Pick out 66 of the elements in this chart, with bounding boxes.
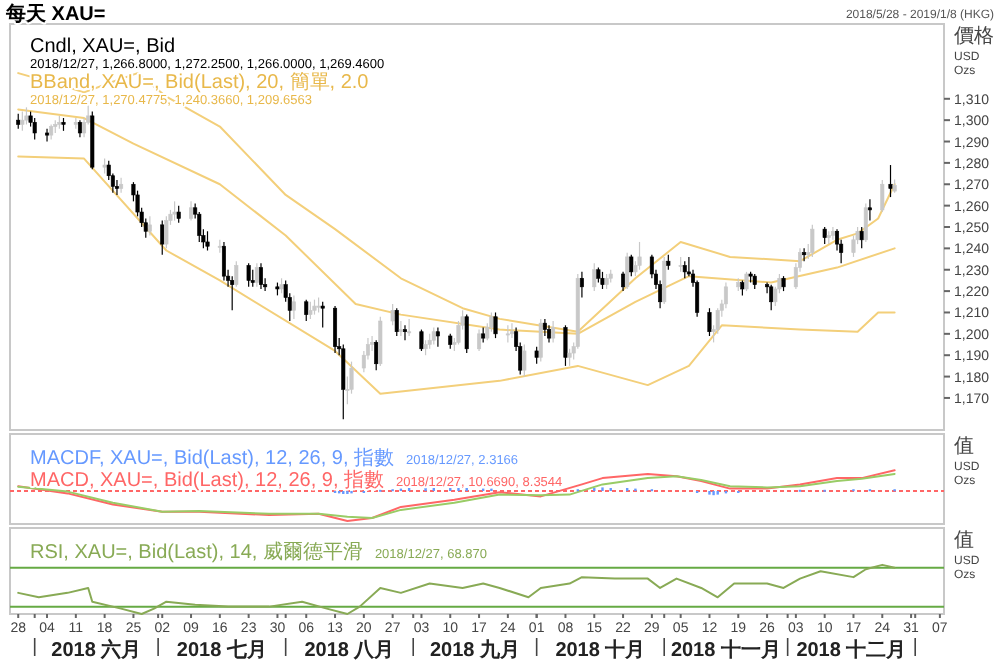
candlestick [830, 226, 835, 241]
candlestick [880, 179, 885, 213]
text: 2018 十月 [555, 638, 646, 662]
candlestick [205, 230, 210, 252]
candlestick [234, 260, 239, 288]
candlestick [802, 247, 807, 262]
text: 2018 十一月 [670, 638, 781, 662]
candlestick [197, 211, 202, 243]
candlestick [370, 335, 375, 352]
text: 2018 七月 [176, 638, 267, 662]
candlestick [20, 111, 25, 132]
candlestick [45, 128, 50, 143]
candlestick [522, 343, 527, 378]
candlestick [464, 314, 469, 354]
candlestick [172, 200, 177, 222]
candlestick [164, 215, 169, 249]
candlestick [707, 307, 712, 337]
candlestick [341, 343, 346, 420]
candlestick [509, 322, 514, 339]
candlestick [403, 324, 407, 341]
candlestick [769, 284, 774, 311]
candlestick [398, 320, 403, 337]
candlestick [390, 303, 395, 326]
candlestick [637, 241, 642, 271]
candlestick [551, 320, 556, 343]
text: 2018 十二月 [796, 638, 907, 662]
candlestick [394, 307, 399, 337]
candlestick [505, 324, 510, 343]
candlestick [715, 307, 720, 335]
series-label: MACDF, XAU=, Bid(Last), 12, 26, 9, 指數 [30, 446, 395, 470]
candlestick [493, 311, 498, 339]
candlestick [810, 224, 815, 258]
candlestick [291, 294, 296, 320]
text: 2018 六月 [51, 638, 142, 662]
candlestick [621, 271, 626, 292]
candlestick [114, 179, 119, 196]
candlestick [419, 328, 424, 352]
candlestick [246, 262, 251, 288]
candlestick [230, 275, 235, 311]
candlestick [407, 318, 412, 337]
candlestick [625, 252, 630, 290]
chart-title: 每天 XAU= [4, 2, 106, 26]
text: 2018 九月 [429, 638, 520, 662]
candlestick [744, 271, 749, 292]
candlestick [374, 339, 379, 371]
candlestick [378, 316, 383, 367]
candlestick [888, 164, 893, 198]
candlestick [542, 318, 547, 337]
text: 2018 八月 [304, 638, 395, 662]
candlestick [579, 271, 584, 299]
candlestick [160, 219, 165, 256]
candlestick [147, 215, 152, 237]
candlestick [320, 301, 325, 329]
line-series [17, 155, 896, 395]
candlestick [851, 234, 856, 258]
series-label: RSI, XAU=, Bid(Last), 14, 威爾德平滑 [30, 540, 363, 564]
candlestick [119, 177, 124, 194]
candlestick [258, 262, 263, 290]
candlestick [489, 311, 494, 333]
series-label: MACD, XAU=, Bid(Last), 12, 26, 9, 指數 [30, 468, 385, 492]
candlestick [723, 281, 728, 309]
candlestick [32, 117, 37, 140]
candlestick [863, 202, 868, 243]
candlestick [867, 198, 872, 222]
candlestick [563, 324, 568, 367]
text: Cndl, XAU=, Bid [30, 36, 176, 58]
